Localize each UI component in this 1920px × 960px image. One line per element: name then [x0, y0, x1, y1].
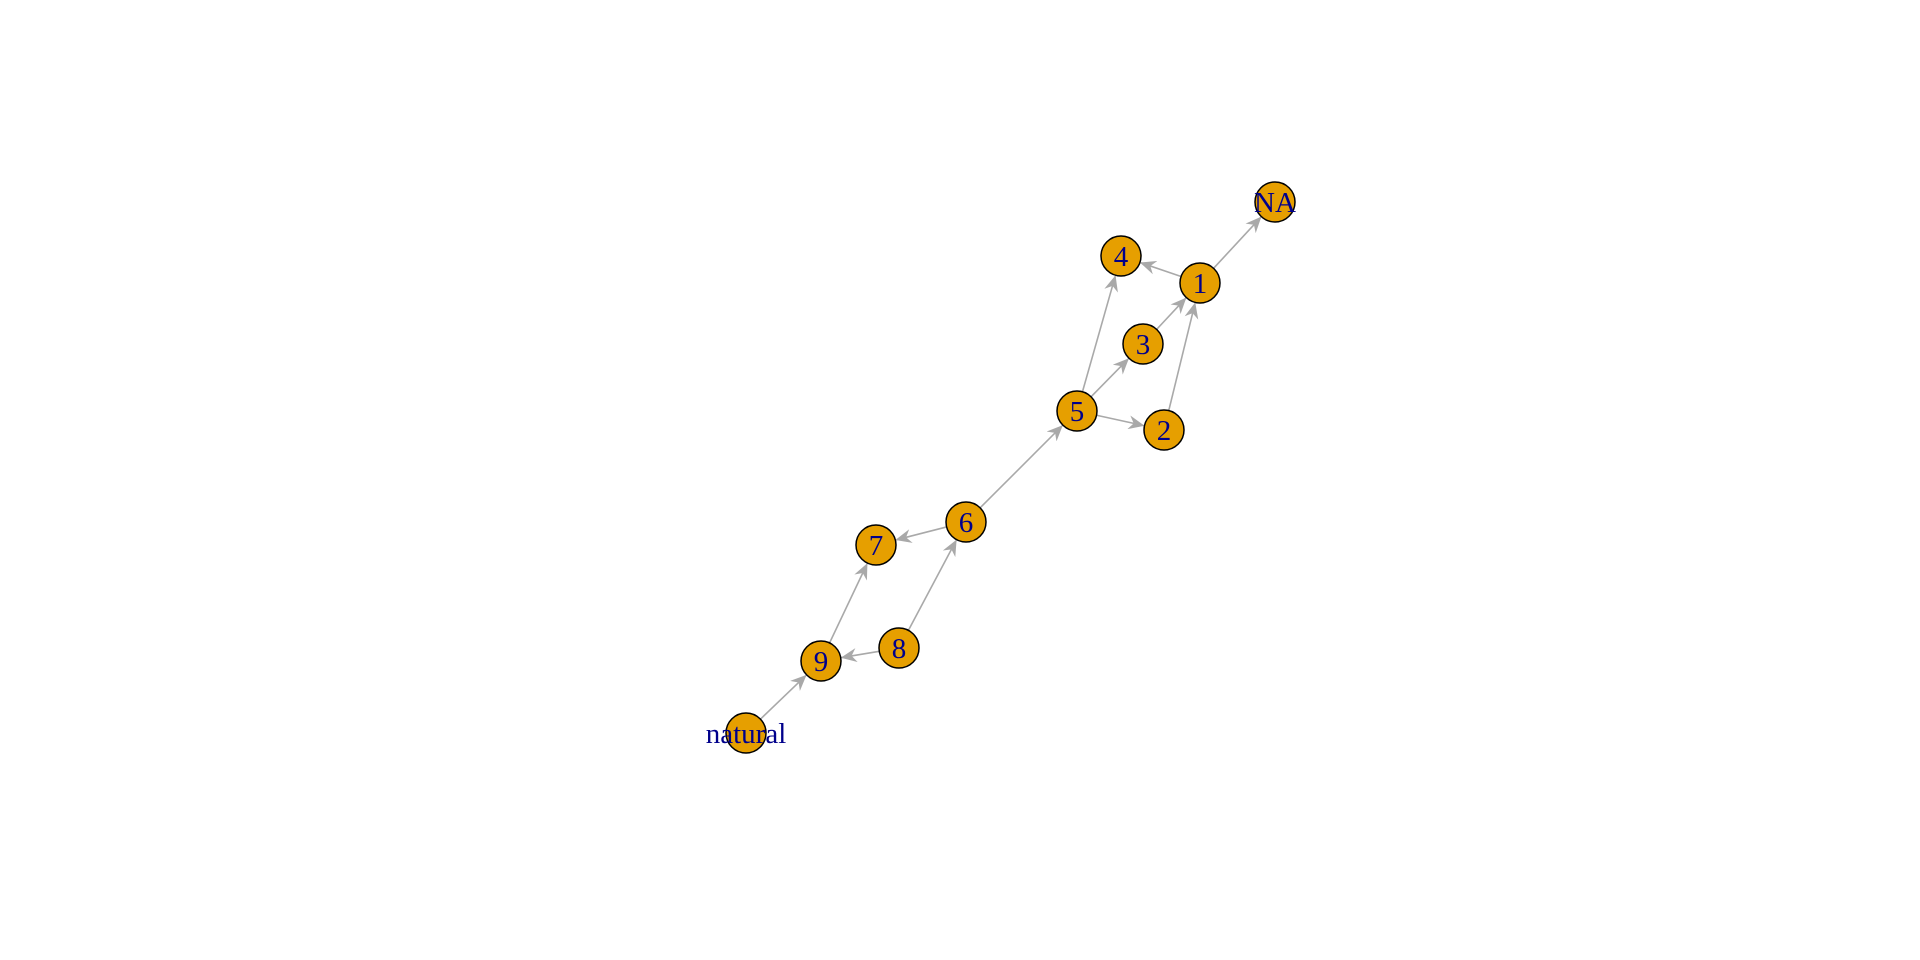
edges-layer [759, 216, 1262, 720]
node-label: 7 [869, 530, 884, 562]
edge-9-to-7 [828, 563, 868, 644]
node-circle [1122, 323, 1164, 365]
node-circle [945, 501, 987, 543]
node-circle [800, 640, 842, 682]
edge-1-to-4 [1139, 261, 1182, 278]
node-label: 2 [1157, 415, 1172, 447]
node-label: NA [1254, 187, 1296, 219]
node-circle [878, 627, 920, 669]
node-label: 5 [1070, 396, 1085, 428]
edge-6-to-7 [895, 526, 947, 543]
node-8: 8 [878, 627, 920, 669]
node-label: 1 [1193, 268, 1208, 300]
edge-5-to-2 [1096, 414, 1145, 430]
node-5: 5 [1056, 390, 1098, 432]
node-circle [1056, 390, 1098, 432]
node-label: 3 [1136, 329, 1151, 361]
node-NA: NA [1254, 181, 1296, 223]
node-circle [1143, 409, 1185, 451]
node-2: 2 [1143, 409, 1185, 451]
node-circle [725, 712, 767, 754]
edge-5-to-3 [1090, 358, 1129, 398]
node-7: 7 [855, 524, 897, 566]
edge-8-to-9 [840, 648, 880, 662]
node-label: natural [706, 718, 787, 750]
node-label: 9 [814, 646, 829, 678]
edge-3-to-1 [1156, 297, 1187, 330]
edge-natural-to-9 [759, 674, 807, 720]
node-circle [1254, 181, 1296, 223]
node-label: 8 [892, 633, 907, 665]
edge-8-to-6 [907, 539, 957, 631]
node-4: 4 [1100, 235, 1142, 277]
edge-5-to-4 [1081, 275, 1118, 392]
node-circle [855, 524, 897, 566]
node-6: 6 [945, 501, 987, 543]
edge-2-to-1 [1167, 302, 1199, 411]
node-label: 6 [959, 507, 974, 539]
node-circle [1179, 262, 1221, 304]
edge-6-to-5 [979, 425, 1063, 509]
node-1: 1 [1179, 262, 1221, 304]
node-natural: natural [706, 712, 787, 754]
node-3: 3 [1122, 323, 1164, 365]
node-9: 9 [800, 640, 842, 682]
node-label: 4 [1114, 241, 1129, 273]
node-circle [1100, 235, 1142, 277]
nodes-layer: NA 1 4 3 5 2 6 7 8 9 natural [706, 181, 1296, 754]
edge-1-to-NA [1213, 216, 1262, 269]
